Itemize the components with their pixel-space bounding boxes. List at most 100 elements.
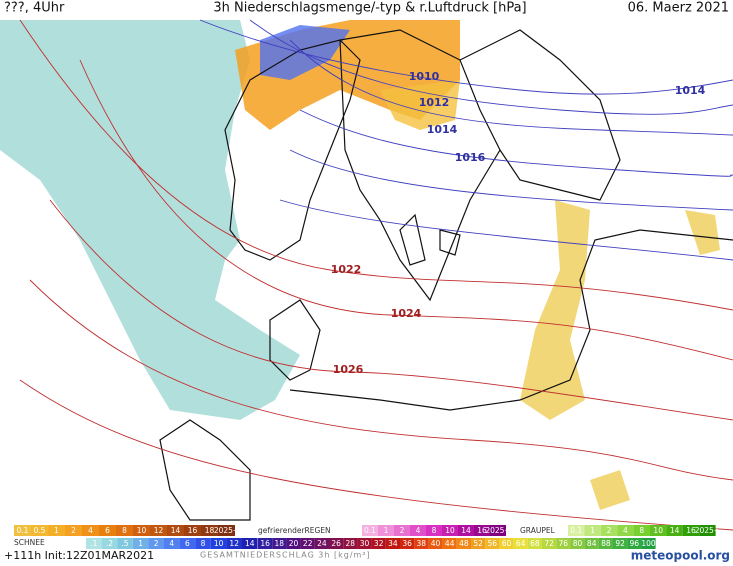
- legend-cell: [378, 525, 394, 536]
- legend-label: .1: [90, 539, 97, 548]
- legend-label: 10: [214, 539, 224, 548]
- legend-label: 14: [461, 526, 471, 535]
- legend-cell: [474, 525, 490, 536]
- legend-cell: [362, 525, 378, 536]
- legend-cell: [556, 538, 571, 549]
- legend-cell: [641, 538, 656, 549]
- legend-label: 10: [445, 526, 455, 535]
- legend-label: .5: [121, 539, 128, 548]
- legend-label: 2: [400, 526, 405, 535]
- legend-cell: [442, 525, 458, 536]
- legend-cell: [627, 538, 642, 549]
- legend-cell: [14, 525, 31, 536]
- legend-cell: [527, 538, 542, 549]
- legend-cell: [385, 538, 400, 549]
- legend-label: 22: [303, 539, 313, 548]
- legend-cell: [442, 538, 457, 549]
- legend-label: 2025+: [485, 526, 510, 535]
- legend-cell: [584, 538, 599, 549]
- header-left: ???, 4Uhr: [4, 1, 65, 16]
- isobar-label: 1012: [419, 96, 450, 109]
- legend-label: 0.1: [364, 526, 376, 535]
- legend-cell: [117, 538, 133, 549]
- legend-cell: [490, 525, 506, 536]
- legend-cell: [300, 538, 315, 549]
- header-title: 3h Niederschlagsmenge/-typ & r.Luftdruck…: [213, 1, 526, 16]
- legend-cell: [48, 525, 65, 536]
- legend-label: 24: [317, 539, 327, 548]
- legend-label: 26: [331, 539, 341, 548]
- legend-label: 16: [260, 539, 270, 548]
- legend-label: 1: [138, 539, 143, 548]
- brand: meteopool.org: [631, 549, 730, 563]
- legend-cell: [568, 525, 585, 536]
- legend-label: 8: [432, 526, 437, 535]
- legend-label: 18: [205, 526, 215, 535]
- legend-cell: [329, 538, 344, 549]
- legend-cell: [456, 538, 471, 549]
- legend-label: 100: [641, 539, 656, 548]
- legend-cell: [195, 538, 211, 549]
- legend-label: 44: [445, 539, 455, 548]
- legend-label: 10: [137, 526, 147, 535]
- legend-caption: gefrierenderREGEN: [258, 526, 331, 535]
- legend-label: 38: [417, 539, 427, 548]
- legend-cell: [584, 525, 601, 536]
- isobar-label: 1016: [455, 151, 486, 164]
- legend-label: 12: [229, 539, 239, 548]
- legend-label: 10: [653, 526, 663, 535]
- isobar-label: 1010: [409, 70, 440, 83]
- legend-label: 0.1: [570, 526, 582, 535]
- legend-label: 34: [388, 539, 398, 548]
- legend-caption: SCHNEE: [14, 538, 45, 547]
- legend-cell: [699, 525, 716, 536]
- isobar-label: 1022: [331, 263, 362, 276]
- legend-cell: [682, 525, 700, 536]
- isobar-label: 1014: [427, 123, 458, 136]
- legend-cell: [86, 538, 102, 549]
- legend-cell: [286, 538, 301, 549]
- legend-cell: [426, 525, 442, 536]
- legend-cell: [428, 538, 443, 549]
- legend-label: 56: [488, 539, 498, 548]
- legend-cell: [371, 538, 386, 549]
- legend-cell: [210, 538, 227, 549]
- legend-cell: [150, 525, 167, 536]
- legend-label: 4: [623, 526, 628, 535]
- legend-cell: [242, 538, 258, 549]
- legend-label: 2: [154, 539, 159, 548]
- legend-cell: [132, 538, 149, 549]
- legend-cell: [164, 538, 180, 549]
- legend-label: 0.5: [34, 526, 46, 535]
- isobar-label: 1014: [675, 84, 706, 97]
- legend-cell: [394, 525, 410, 536]
- legend-label: 68: [530, 539, 540, 548]
- legend-cell: [179, 538, 196, 549]
- legend-label: 16: [686, 526, 696, 535]
- legend-cell: [513, 538, 528, 549]
- legend-cell: [82, 525, 99, 536]
- legend-cell: [99, 525, 116, 536]
- legend-cell: [343, 538, 358, 549]
- isobars: [19, 19, 733, 531]
- legend-cell: [400, 538, 415, 549]
- legend-cell: [613, 538, 628, 549]
- legend-label: 1: [384, 526, 389, 535]
- legend-cell: [485, 538, 500, 549]
- legend-label: 80: [573, 539, 583, 548]
- legend-cell: [633, 525, 650, 536]
- legend-cell: [167, 525, 184, 536]
- isobar-label: 1026: [333, 363, 364, 376]
- legend-cell: [201, 525, 218, 536]
- legend-cell: [226, 538, 242, 549]
- legend-label: 6: [185, 539, 190, 548]
- legend-label: 8: [122, 526, 127, 535]
- legend-label: .2: [106, 539, 113, 548]
- legend-cell: [410, 525, 426, 536]
- legend-label: 88: [601, 539, 611, 548]
- legend-label: 4: [88, 526, 93, 535]
- legend-label: 92: [615, 539, 625, 548]
- legend-label: 20: [289, 539, 299, 548]
- legend-cell: [184, 525, 201, 536]
